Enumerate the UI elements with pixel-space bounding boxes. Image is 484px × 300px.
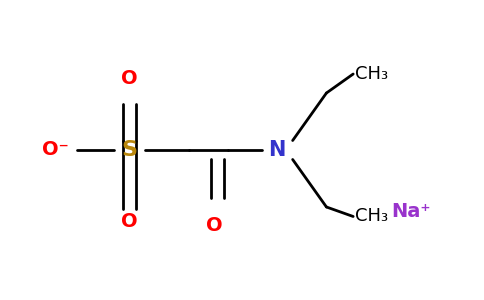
Text: Na⁺: Na⁺ — [391, 202, 431, 221]
Text: CH₃: CH₃ — [355, 208, 388, 226]
Text: S: S — [121, 140, 137, 160]
Text: O⁻: O⁻ — [42, 140, 69, 160]
Text: O: O — [121, 212, 138, 231]
Text: N: N — [269, 140, 286, 160]
Text: O: O — [121, 69, 138, 88]
Text: O: O — [206, 217, 222, 236]
Text: CH₃: CH₃ — [355, 65, 388, 83]
